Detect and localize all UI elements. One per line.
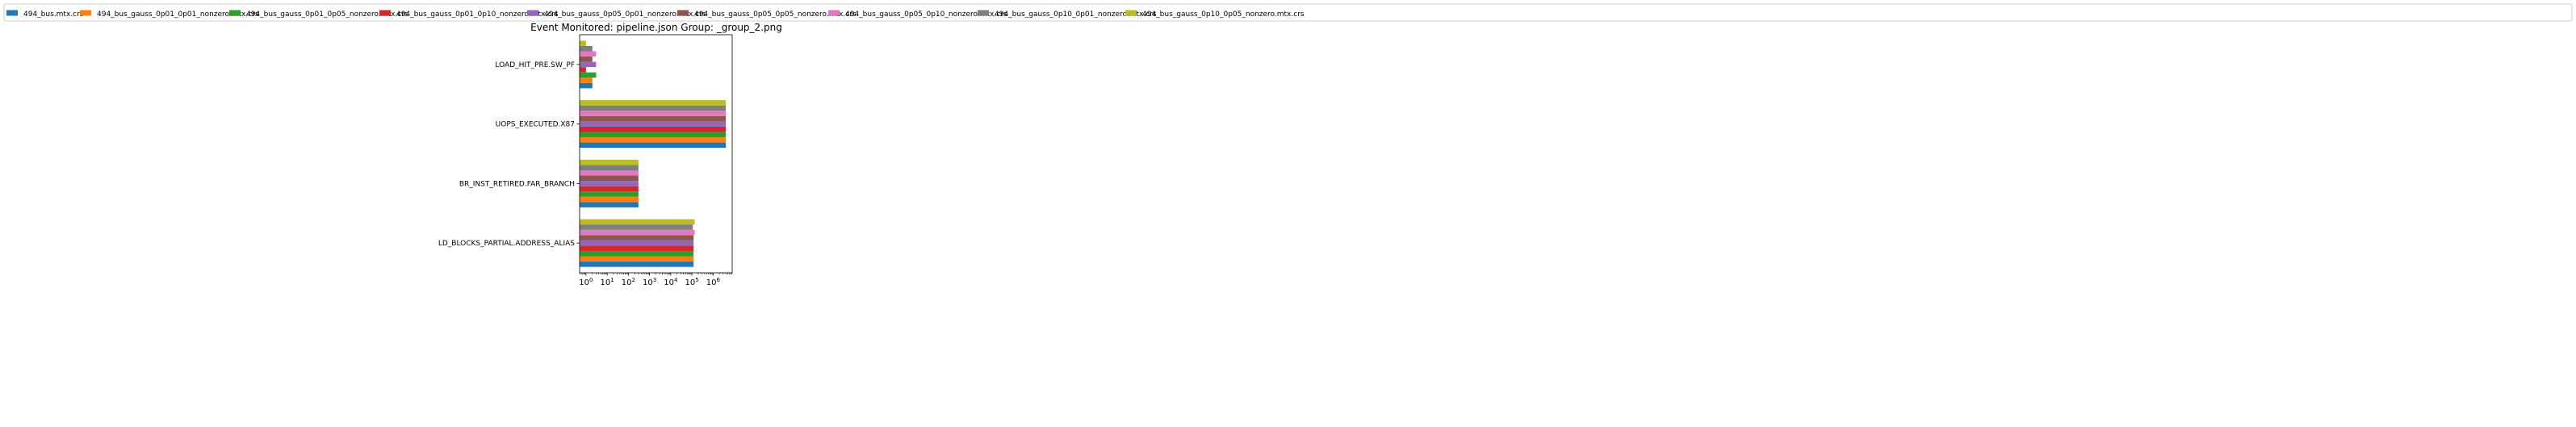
legend-swatch <box>80 10 91 16</box>
legend-label: 494_bus_gauss_0p05_0p01_nonzero.mtx.crs <box>544 10 706 19</box>
bar <box>580 262 694 267</box>
bar <box>580 256 694 262</box>
bar <box>580 61 597 68</box>
bar <box>580 121 727 127</box>
bar <box>580 51 597 57</box>
x-tick-label: 104 <box>664 277 678 287</box>
legend-frame <box>3 3 2573 22</box>
legend-label: 494_bus_gauss_0p01_0p05_nonzero.mtx.crs <box>246 10 408 19</box>
y-tick-label: LOAD_HIT_PRE.SW_PF <box>495 61 575 69</box>
bar <box>580 126 727 132</box>
y-tick-label: LD_BLOCKS_PARTIAL.ADDRESS_ALIAS <box>438 240 575 248</box>
bar <box>580 100 727 106</box>
x-tick-label: 101 <box>601 277 614 287</box>
bar <box>580 105 727 111</box>
legend: 494_bus.mtx.crs 494_bus_gauss_0p01_0p01_n… <box>3 3 2573 22</box>
bar <box>580 159 639 165</box>
x-tick-label: 100 <box>579 277 593 287</box>
legend-label: 494_bus_gauss_0p10_0p01_nonzero.mtx.crs <box>995 10 1157 19</box>
bar <box>580 196 639 203</box>
legend-swatch <box>527 10 538 16</box>
bar <box>580 77 593 83</box>
bar <box>580 175 639 182</box>
bar <box>580 137 727 143</box>
bar <box>580 235 694 241</box>
legend-label: 494_bus_gauss_0p05_0p10_nonzero.mtx.crs <box>845 10 1007 19</box>
bar <box>580 170 639 176</box>
legend-label: 494_bus_gauss_0p01_0p10_nonzero.mtx.crs <box>396 10 559 19</box>
legend-swatch <box>978 10 989 16</box>
legend-swatch <box>379 10 391 16</box>
bar <box>580 45 593 52</box>
legend-swatch <box>1125 10 1137 16</box>
bar <box>580 57 593 62</box>
bar <box>580 224 693 230</box>
legend-swatch <box>677 10 689 16</box>
x-tick-label: 106 <box>706 277 721 287</box>
legend-swatch <box>229 10 241 16</box>
bar <box>580 250 694 257</box>
y-tick-label: BR_INST_RETIRED.FAR_BRANCH <box>459 180 575 188</box>
bar <box>580 219 695 225</box>
bar <box>580 202 639 207</box>
bar <box>580 181 639 186</box>
bar <box>580 40 586 46</box>
bar <box>580 132 727 138</box>
legend-label: 494_bus.mtx.crs <box>23 10 84 19</box>
legend-swatch <box>6 10 18 16</box>
bar <box>580 245 694 251</box>
bar <box>580 67 586 73</box>
plot-area: 100 101 102 103 104 105 106 LD_BLOCKS_PARTIAL.A… <box>438 34 733 287</box>
legend-swatch <box>828 10 840 16</box>
chart-title: Event Monitored: pipeline.json Group: _g… <box>530 22 782 33</box>
legend-label: 494_bus_gauss_0p10_0p05_nonzero.mtx.crs <box>1142 10 1305 19</box>
bar <box>580 229 695 236</box>
legend-label: 494_bus_gauss_0p01_0p01_nonzero.mtx.crs <box>97 10 259 19</box>
bar <box>580 115 727 122</box>
x-tick-label: 103 <box>643 277 656 287</box>
bar <box>580 72 597 78</box>
bar <box>580 111 727 116</box>
bar <box>580 186 639 192</box>
bar <box>580 82 593 89</box>
x-tick-label: 102 <box>622 277 635 287</box>
y-tick-label: UOPS_EXECUTED.X87 <box>496 121 575 129</box>
bar <box>580 165 639 170</box>
bar <box>580 191 639 197</box>
bar <box>580 142 727 149</box>
legend-label: 494_bus_gauss_0p05_0p05_nonzero.mtx.crs <box>694 10 857 19</box>
x-tick-label: 105 <box>685 277 698 287</box>
bar <box>580 240 694 246</box>
